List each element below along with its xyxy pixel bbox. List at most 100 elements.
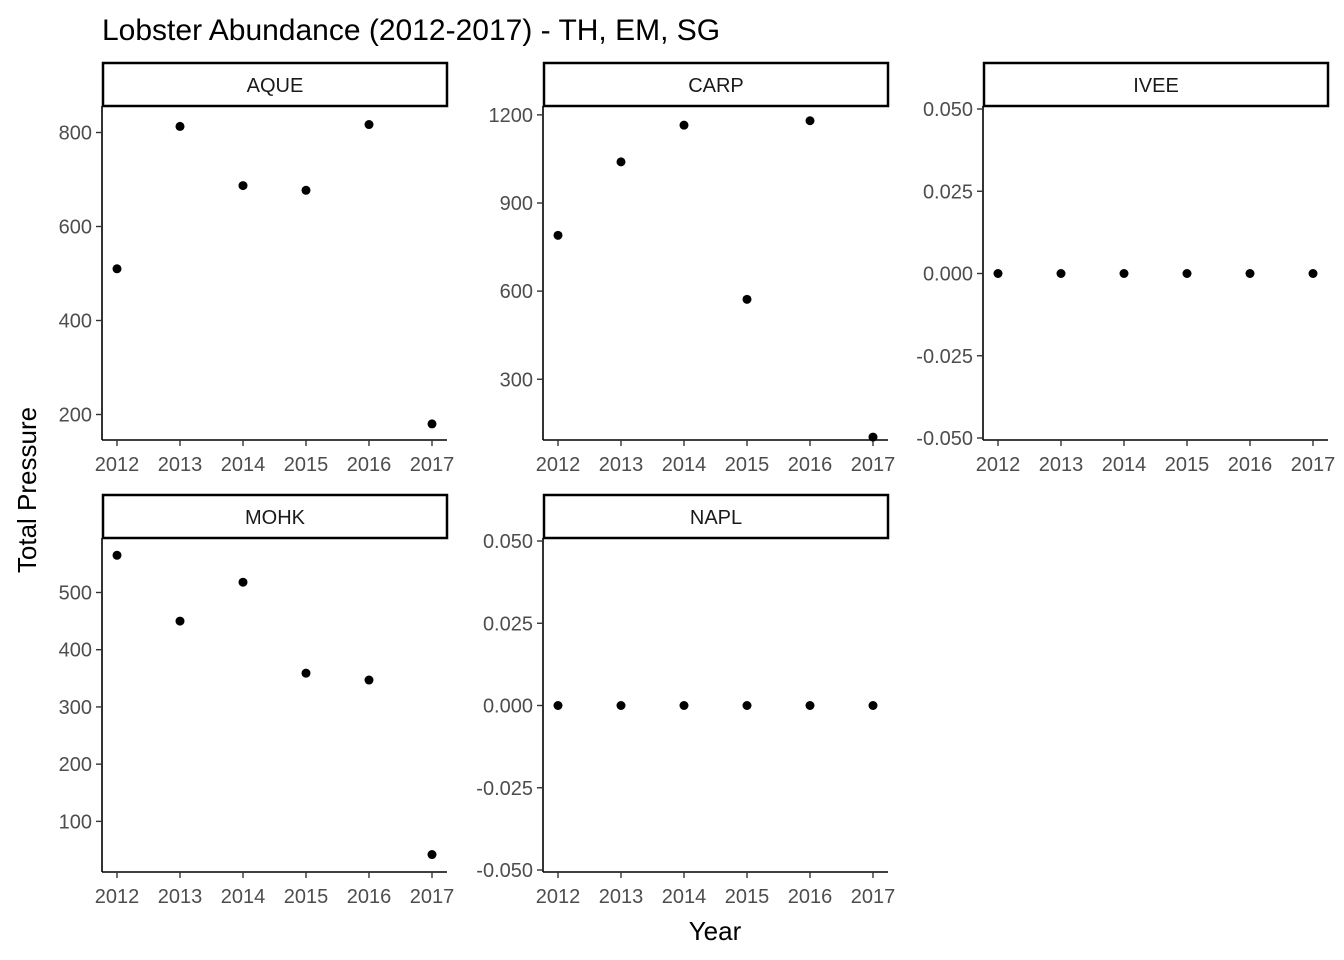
chart-title: Lobster Abundance (2012-2017) - TH, EM, … xyxy=(102,14,720,47)
data-point xyxy=(175,121,185,131)
data-point xyxy=(616,701,626,710)
x-tick-label: 2015 xyxy=(284,454,329,476)
y-tick-label: 800 xyxy=(59,123,92,145)
facet-panel-napl: NAPL -0.050 -0.025 0.000 0.025 0.050 2012 2013 2… xyxy=(476,493,896,908)
data-point xyxy=(112,550,122,560)
y-tick-label: 600 xyxy=(59,217,92,239)
y-tick-label: 900 xyxy=(500,193,533,215)
data-point xyxy=(742,294,752,304)
x-tick-label: 2012 xyxy=(95,886,140,908)
data-point xyxy=(112,264,122,274)
facet-panel-carp: CARP 300 600 900 1200 2012 2013 2014 2015 2016 201… xyxy=(489,61,896,476)
y-tick-label: 500 xyxy=(59,582,92,604)
x-tick-label: 2012 xyxy=(95,454,140,476)
y-tick-label: 200 xyxy=(59,405,92,427)
x-tick-label: 2012 xyxy=(536,454,581,476)
data-point xyxy=(1308,269,1318,278)
x-tick-label: 2016 xyxy=(1228,454,1273,476)
data-point xyxy=(993,269,1003,278)
data-point xyxy=(616,157,626,167)
facet-strip-label: AQUE xyxy=(247,75,304,97)
data-point xyxy=(301,185,311,195)
x-tick-label: 2014 xyxy=(662,886,707,908)
data-point xyxy=(805,116,815,126)
data-point xyxy=(868,701,878,710)
x-tick-label: 2017 xyxy=(1291,454,1336,476)
data-point xyxy=(301,668,311,678)
facet-strip-label: CARP xyxy=(688,75,744,97)
x-tick-label: 2017 xyxy=(851,454,896,476)
x-tick-label: 2016 xyxy=(347,886,392,908)
x-tick-label: 2014 xyxy=(1102,454,1147,476)
y-tick-label: 0.025 xyxy=(923,181,973,203)
y-tick-label: -0.025 xyxy=(916,346,973,368)
data-point xyxy=(427,850,437,860)
facet-strip xyxy=(982,61,1330,108)
data-point xyxy=(742,701,752,710)
x-tick-label: 2013 xyxy=(158,886,203,908)
facet-panel-mohk: MOHK 100 200 300 400 500 2012 2013 2014 2015 2016 2… xyxy=(59,493,455,908)
y-tick-label: 0.000 xyxy=(483,696,533,718)
y-axis-title: Total Pressure xyxy=(12,407,42,573)
x-tick-label: 2012 xyxy=(976,454,1021,476)
facet-panels: AQUE 200 400 600 800 2012 2013 2014 2015 2016 2017… xyxy=(59,61,1336,908)
facet-panel-aque: AQUE 200 400 600 800 2012 2013 2014 2015 2016 2017 xyxy=(59,61,455,476)
x-tick-label: 2016 xyxy=(788,454,833,476)
data-point xyxy=(238,181,248,191)
data-point xyxy=(1245,269,1255,278)
x-tick-label: 2013 xyxy=(599,886,644,908)
x-tick-label: 2017 xyxy=(851,886,896,908)
x-tick-label: 2013 xyxy=(1039,454,1084,476)
y-tick-label: -0.050 xyxy=(476,860,533,882)
y-tick-label: 400 xyxy=(59,311,92,333)
x-tick-label: 2015 xyxy=(725,454,770,476)
facet-strip-label: IVEE xyxy=(1133,75,1179,97)
data-point xyxy=(1182,269,1192,278)
data-point xyxy=(553,701,563,710)
y-tick-label: 1200 xyxy=(489,105,534,127)
y-tick-label: 400 xyxy=(59,640,92,662)
x-tick-label: 2017 xyxy=(410,886,455,908)
data-point xyxy=(1119,269,1129,278)
y-tick-label: 300 xyxy=(59,697,92,719)
y-tick-label: 100 xyxy=(59,811,92,833)
y-tick-label: -0.025 xyxy=(476,778,533,800)
facet-strip xyxy=(542,61,890,108)
data-point xyxy=(1056,269,1066,278)
y-tick-label: 0.025 xyxy=(483,613,533,635)
data-point xyxy=(868,432,878,442)
data-point xyxy=(805,701,815,710)
y-tick-label: 0.000 xyxy=(923,264,973,286)
y-tick-label: 200 xyxy=(59,754,92,776)
x-tick-label: 2017 xyxy=(410,454,455,476)
data-point xyxy=(364,675,374,685)
x-tick-label: 2014 xyxy=(221,886,266,908)
data-point xyxy=(364,120,374,130)
x-tick-label: 2015 xyxy=(1165,454,1210,476)
x-tick-label: 2012 xyxy=(536,886,581,908)
y-tick-label: 0.050 xyxy=(483,531,533,553)
facet-strip xyxy=(101,493,449,540)
facet-strip-label: MOHK xyxy=(245,507,306,529)
facet-strip xyxy=(101,61,449,108)
data-point xyxy=(238,577,248,587)
data-point xyxy=(553,230,563,240)
y-tick-label: -0.050 xyxy=(916,428,973,450)
data-point xyxy=(679,120,689,130)
y-tick-label: 600 xyxy=(500,281,533,303)
x-tick-label: 2013 xyxy=(158,454,203,476)
facet-panel-ivee: IVEE -0.050 -0.025 0.000 0.025 0.050 2012 2013 2… xyxy=(916,61,1336,476)
x-tick-label: 2014 xyxy=(662,454,707,476)
x-tick-label: 2015 xyxy=(284,886,329,908)
x-tick-label: 2016 xyxy=(788,886,833,908)
x-axis-title: Year xyxy=(689,916,742,946)
y-tick-label: 0.050 xyxy=(923,99,973,121)
x-tick-label: 2015 xyxy=(725,886,770,908)
facet-strip xyxy=(542,493,890,540)
data-point xyxy=(427,419,437,429)
facet-strip-label: NAPL xyxy=(690,507,742,529)
x-tick-label: 2016 xyxy=(347,454,392,476)
x-tick-label: 2013 xyxy=(599,454,644,476)
x-tick-label: 2014 xyxy=(221,454,266,476)
